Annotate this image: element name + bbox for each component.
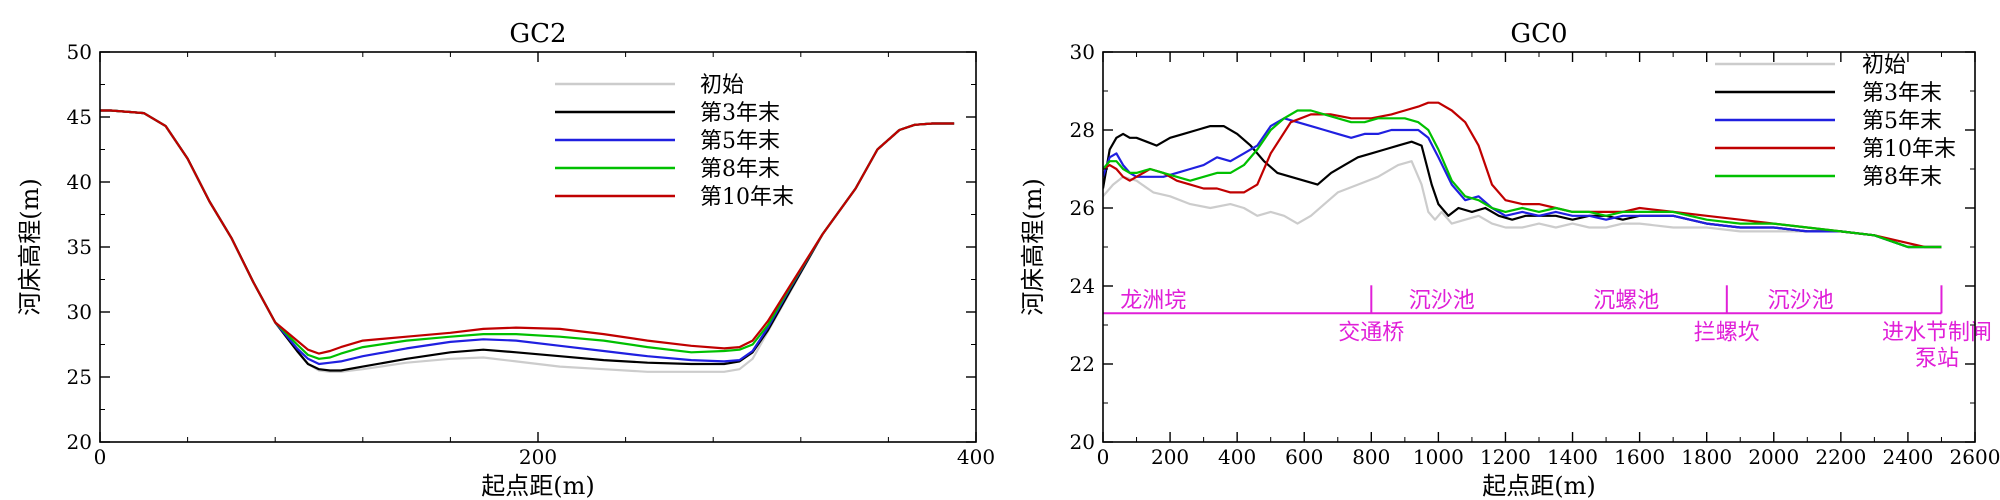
- y-tick-label: 40: [67, 170, 92, 194]
- series-line-gc0-3: [1103, 101, 1942, 249]
- x-axis-title: 起点距(m): [1482, 472, 1595, 500]
- x-tick-label: 200: [1151, 445, 1189, 469]
- legend-label-1: 第3年末: [700, 101, 780, 126]
- legend-label-2: 第5年末: [700, 129, 780, 154]
- legend-label-3: 第8年末: [700, 157, 780, 182]
- chart-gc2: GC2 0 200 400 20 25 30 35 40 45 50 起点距(m) 河床高程(m) 初始第…: [16, 19, 995, 500]
- y-tick-label: 30: [1070, 40, 1095, 64]
- annotation-label-above-2: 沉螺池: [1593, 288, 1659, 313]
- x-tick-label: 2600: [1950, 445, 2000, 469]
- legend-label-0: 初始: [1862, 53, 1906, 78]
- x-tick-label: 2200: [1815, 445, 1866, 469]
- annotation-label-below-3: 泵站: [1915, 346, 1959, 371]
- x-tick-label: 400: [957, 445, 995, 469]
- legend-label-2: 第5年末: [1862, 109, 1942, 134]
- y-tick-label: 22: [1070, 352, 1095, 376]
- legend-label-0: 初始: [700, 73, 744, 98]
- series-line-gc2-1: [100, 109, 955, 372]
- x-tick-label: 1000: [1413, 445, 1464, 469]
- series-group: [1103, 101, 1942, 249]
- y-tick-label: 26: [1070, 196, 1095, 220]
- series-group: [100, 109, 955, 373]
- y-axis-title: 河床高程(m): [16, 178, 44, 315]
- series-line-gc0-4: [1103, 109, 1942, 249]
- plot-frame: [99, 51, 977, 443]
- x-tick-label: 1600: [1614, 445, 1665, 469]
- series-line-gc0-0: [1103, 160, 1942, 249]
- x-tick-label: 2400: [1882, 445, 1933, 469]
- annotation-label-above-3: 沉沙池: [1768, 288, 1834, 313]
- x-tick-label: 1200: [1480, 445, 1531, 469]
- y-tick-label: 24: [1070, 274, 1095, 298]
- x-tick-label: 200: [519, 445, 557, 469]
- y-tick-label: 28: [1070, 118, 1095, 142]
- x-tick-label: 600: [1285, 445, 1323, 469]
- annotation-label-below-1: 拦螺坎: [1694, 320, 1760, 345]
- series-line-gc2-2: [100, 109, 955, 366]
- y-tick-label: 20: [1070, 430, 1095, 454]
- chart-title-gc0: GC0: [1510, 19, 1567, 49]
- x-tick-label: 1800: [1681, 445, 1732, 469]
- x-tick-label: 800: [1352, 445, 1390, 469]
- legend-label-4: 第10年末: [700, 185, 794, 210]
- series-line-gc2-0: [100, 109, 955, 373]
- y-axis-title: 河床高程(m): [1019, 178, 1047, 315]
- annotation-label-below-0: 交通桥: [1338, 320, 1404, 345]
- x-tick-label: 400: [1218, 445, 1256, 469]
- annotation-label-above-0: 龙洲垸: [1120, 288, 1186, 313]
- legend-label-3: 第10年末: [1862, 137, 1956, 162]
- x-tick-label: 1400: [1547, 445, 1598, 469]
- series-line-gc2-4: [100, 109, 955, 355]
- plot-frame: [1102, 51, 1976, 443]
- y-tick-label: 45: [67, 105, 92, 129]
- x-axis-title: 起点距(m): [481, 472, 594, 500]
- y-tick-label: 20: [67, 430, 92, 454]
- chart-title-gc2: GC2: [509, 19, 566, 49]
- annotation-label-above-1: 沉沙池: [1409, 288, 1475, 313]
- x-tick-label: 0: [94, 445, 107, 469]
- y-tick-label: 25: [67, 365, 92, 389]
- legend-label-1: 第3年末: [1862, 81, 1942, 106]
- x-tick-label: 2000: [1748, 445, 1799, 469]
- y-tick-label: 50: [67, 40, 92, 64]
- annotation-label-below-2: 进水节制闸: [1882, 320, 1992, 345]
- y-tick-label: 30: [67, 300, 92, 324]
- legend-label-4: 第8年末: [1862, 165, 1942, 190]
- series-line-gc0-2: [1103, 117, 1942, 249]
- series-line-gc2-3: [100, 109, 955, 360]
- y-tick-label: 35: [67, 235, 92, 259]
- x-tick-label: 0: [1097, 445, 1110, 469]
